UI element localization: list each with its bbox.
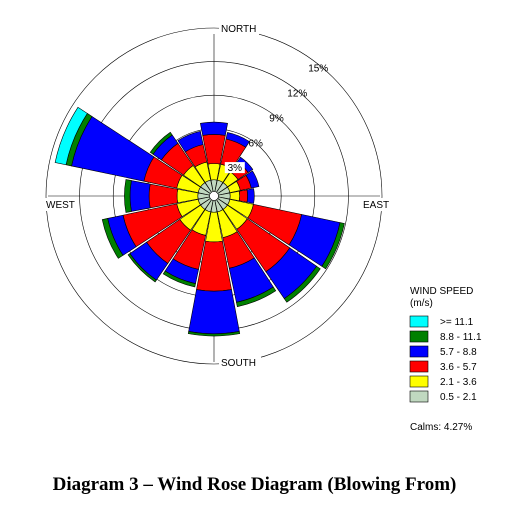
ring-labels: 3% 6% 9% 12% 15%	[224, 64, 328, 174]
legend-swatch	[409, 375, 429, 388]
petal-4-class-2	[238, 189, 248, 203]
diagram-caption: Diagram 3 – Wind Rose Diagram (Blowing F…	[52, 474, 457, 495]
east-label-bg	[361, 198, 393, 211]
ring-label-5: 15%	[308, 64, 328, 75]
petal-13-class-5	[54, 106, 88, 166]
legend-title: WIND SPEED	[410, 286, 473, 297]
petal-15-class-3	[177, 130, 204, 153]
legend: WIND SPEED (m/s) >= 11.1 8.8 - 11.1 5.7 - …	[409, 286, 482, 433]
legend-swatch	[409, 330, 429, 343]
north-label: NORTH	[221, 24, 256, 35]
ring-label-bg	[224, 162, 245, 174]
petal-3-class-3	[245, 170, 260, 189]
legend-label: >= 11.1	[440, 317, 474, 328]
legend-label: 0.5 - 2.1	[440, 392, 477, 403]
petal-7-class-4	[236, 286, 277, 308]
legend-label: 2.1 - 3.6	[440, 377, 477, 388]
legend-swatch	[409, 360, 429, 373]
legend-label: 3.6 - 5.7	[440, 362, 477, 373]
ring-label-3: 9%	[269, 113, 284, 124]
south-label: SOUTH	[221, 358, 256, 369]
legend-calms: Calms: 4.27%	[410, 422, 472, 433]
ring-label-1: 3%	[228, 163, 243, 174]
south-label-bg	[219, 356, 261, 369]
petal-5-class-4	[321, 222, 345, 270]
ring-5	[45, 27, 383, 365]
petal-8-class-3	[188, 289, 240, 335]
ring-label-2: 6%	[248, 138, 263, 149]
petals	[54, 106, 345, 337]
legend-label: 5.7 - 8.8	[440, 347, 477, 358]
petal-0-class-3	[200, 121, 228, 136]
legend-label: 8.8 - 11.1	[440, 332, 482, 343]
petal-6-class-4	[283, 265, 321, 303]
north-label-bg	[219, 22, 259, 35]
petal-8-class-4	[187, 331, 241, 337]
petal-11-class-4	[101, 218, 124, 259]
west-label-bg	[44, 198, 76, 211]
legend-units: (m/s)	[410, 298, 433, 309]
west-label: WEST	[46, 200, 75, 211]
ring-label-4: 12%	[287, 89, 307, 100]
petal-12-class-3	[129, 180, 151, 212]
petal-1-class-3	[225, 132, 250, 148]
petal-4-class-1	[229, 190, 241, 202]
legend-swatch	[409, 345, 429, 358]
petal-14-class-4	[149, 131, 173, 155]
legend-swatch	[409, 315, 429, 328]
petal-10-class-4	[127, 253, 157, 283]
legend-swatch	[409, 390, 429, 403]
legend-items: >= 11.1 8.8 - 11.1 5.7 - 8.8 3.6 - 5.7 2.1 -…	[409, 315, 482, 403]
petal-9-class-4	[162, 270, 196, 288]
wind-rose-chart: 3% 6% 9% 12% 15% NORTH EAST SOUTH WEST WIND …	[44, 22, 482, 433]
petal-12-class-4	[124, 179, 132, 213]
east-label: EAST	[363, 200, 389, 211]
center-circle	[209, 191, 219, 201]
petal-4-class-3	[246, 188, 255, 204]
